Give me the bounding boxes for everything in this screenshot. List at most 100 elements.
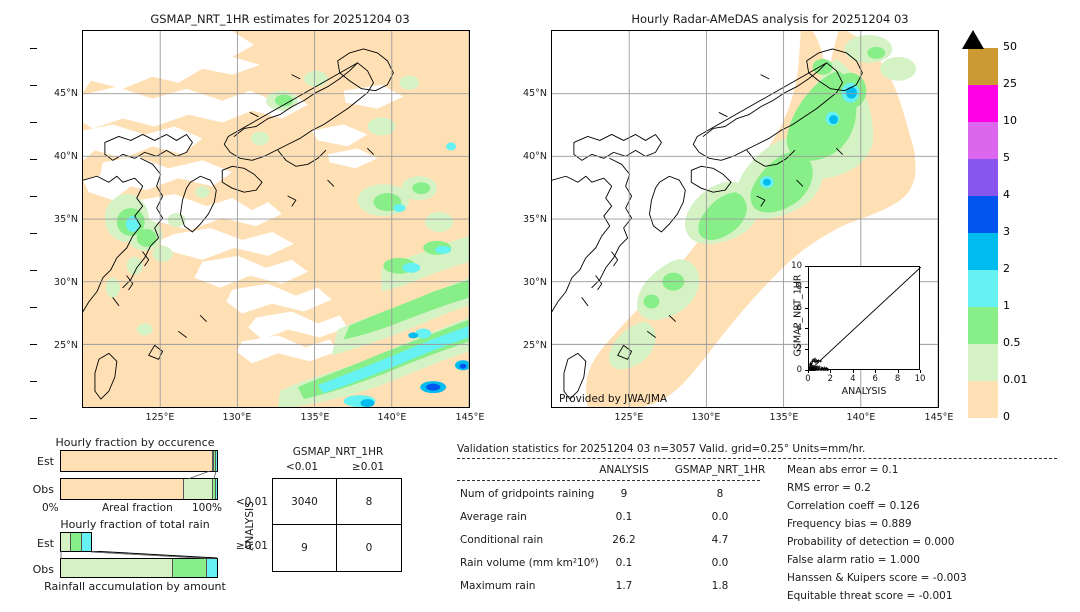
- scatter-ytick-label: 10: [791, 261, 802, 271]
- colorbar-label-25: 25: [1003, 77, 1017, 90]
- colorbar-label-10: 10: [1003, 114, 1017, 127]
- occurrence-bar-obs[interactable]: [60, 478, 218, 500]
- scatter-xtick-label: 8: [894, 374, 901, 384]
- bar-segment: [206, 559, 217, 577]
- colorbar-tick-0.5: [30, 344, 37, 345]
- validation-row-label-4: Maximum rain: [460, 580, 536, 592]
- bar-segment: [61, 533, 70, 551]
- left-map-xtick-140E: 140°E: [377, 412, 407, 423]
- scatter-xtick-label: 10: [914, 374, 926, 384]
- right-map-xtick-130E: 130°E: [691, 412, 721, 423]
- scatter-ytick-label: 4: [796, 323, 802, 334]
- validation-row-analysis-1: 0.1: [615, 511, 633, 523]
- accumulation-chart-title: Hourly fraction of total rain: [60, 518, 210, 531]
- precipitation-colorbar[interactable]: [968, 48, 998, 418]
- occurrence-connector: [187, 471, 217, 479]
- scatter-xtick: [852, 370, 854, 373]
- colorbar-label-0: 0: [1003, 410, 1010, 423]
- scatter-point: [826, 368, 829, 371]
- contingency-table[interactable]: 3040 8 9 0: [272, 478, 402, 572]
- colorbar-tick-1: [30, 307, 37, 308]
- validation-row-estimate-4: 1.8: [711, 580, 729, 592]
- scatter-xtick: [830, 370, 832, 373]
- occurrence-tick-100: 100%: [192, 502, 223, 514]
- contingency-column-title: GSMAP_NRT_1HR: [292, 446, 384, 458]
- bar-segment: [171, 559, 207, 577]
- scatter-point: [810, 363, 814, 367]
- scatter-point: [817, 359, 820, 362]
- scatter-xtick-label: 2: [827, 374, 834, 384]
- colorbar-label-4: 4: [1003, 188, 1010, 201]
- colorbar-label-1: 1: [1003, 299, 1010, 312]
- validation-row-analysis-0: 9: [620, 488, 628, 500]
- scatter-point: [817, 365, 821, 369]
- contingency-col-header-lt: <0.01: [285, 461, 319, 473]
- bar-segment: [61, 451, 212, 471]
- left-map-ytick-40N: 40°N: [54, 151, 78, 162]
- colorbar-label-0.5: 0.5: [1003, 336, 1021, 349]
- bar-segment: [61, 559, 172, 577]
- bar-segment: [215, 479, 217, 499]
- left-map-ytick-25N: 25°N: [54, 340, 78, 351]
- colorbar-over-arrow: [962, 30, 984, 49]
- scatter-xtick-label: 4: [850, 374, 856, 384]
- scatter-x-axis-title: ANALYSIS: [841, 386, 887, 397]
- validation-score-6: Hanssen & Kuipers score = -0.003: [787, 572, 967, 584]
- validation-score-2: Correlation coeff = 0.126: [787, 500, 920, 512]
- scatter-ytick: [805, 307, 808, 309]
- colorbar-label-2: 2: [1003, 262, 1010, 275]
- scatter-point: [810, 360, 814, 364]
- validation-row-estimate-0: 8: [716, 488, 724, 500]
- occurrence-bar-est[interactable]: [60, 450, 218, 472]
- colorbar-segment-5: [968, 122, 998, 159]
- scatter-xtick: [875, 370, 877, 373]
- right-map-xtick-125E: 125°E: [614, 412, 644, 423]
- scatter-point: [814, 360, 818, 364]
- scatter-point: [819, 359, 823, 363]
- validation-row-estimate-1: 0.0: [711, 511, 729, 523]
- contingency-cell-miss: 9: [273, 525, 337, 571]
- left-map-xtick-145E: 145°E: [455, 412, 485, 423]
- bar-segment: [70, 533, 81, 551]
- scatter-point: [826, 368, 830, 371]
- colorbar-segment-0.01: [968, 344, 998, 381]
- left-map-ytick-35N: 35°N: [54, 214, 78, 225]
- gsmap-estimates-map[interactable]: [82, 30, 470, 408]
- bar-segment: [80, 533, 91, 551]
- left-map-xtick-130E: 130°E: [222, 412, 252, 423]
- accumulation-chart-footer: Rainfall accumulation by amount: [44, 580, 226, 593]
- bar-segment: [215, 451, 217, 471]
- colorbar-tick-0.01: [30, 381, 37, 382]
- validation-row-label-2: Conditional rain: [460, 534, 544, 546]
- colorbar-tick-50: [30, 48, 37, 49]
- scatter-point: [815, 364, 819, 368]
- accumulation-bar-est[interactable]: [60, 532, 92, 552]
- validation-score-1: RMS error = 0.2: [787, 482, 871, 494]
- validation-score-0: Mean abs error = 0.1: [787, 464, 899, 476]
- contingency-cell-hit-none: 3040: [273, 479, 337, 525]
- colorbar-segment-25: [968, 48, 998, 85]
- scatter-xtick: [808, 370, 809, 373]
- bar-segment: [182, 479, 212, 499]
- validation-col-header-estimate: GSMAP_NRT_1HR: [674, 464, 766, 476]
- left-map-ytick-45N: 45°N: [54, 88, 78, 99]
- scatter-xtick: [920, 370, 921, 373]
- occurrence-row-label-obs: Obs: [32, 483, 54, 496]
- scatter-plot-area[interactable]: [808, 266, 921, 371]
- bar-segment: [211, 479, 216, 499]
- scatter-ytick: [805, 349, 808, 351]
- colorbar-tick-10: [30, 122, 37, 123]
- accumulation-bar-obs[interactable]: [60, 558, 218, 578]
- validation-row-analysis-3: 0.1: [615, 557, 633, 569]
- validation-score-4: Probability of detection = 0.000: [787, 536, 955, 548]
- contingency-cell-false-alarm: 8: [337, 479, 401, 525]
- colorbar-label-50: 50: [1003, 40, 1017, 53]
- scatter-inset[interactable]: GSMAP_NRT_1HR ANALYSIS 0 2 4 6 8 10 0 2 4 6 8 10: [774, 258, 940, 408]
- validation-score-3: Frequency bias = 0.889: [787, 518, 912, 530]
- right-map-ytick-45N: 45°N: [523, 88, 547, 99]
- validation-header: Validation statistics for 20251204 03 n=…: [457, 443, 866, 455]
- colorbar-segment-0.5: [968, 307, 998, 344]
- scatter-point: [809, 361, 813, 365]
- colorbar-label-3: 3: [1003, 225, 1010, 238]
- right-map-ytick-25N: 25°N: [523, 340, 547, 351]
